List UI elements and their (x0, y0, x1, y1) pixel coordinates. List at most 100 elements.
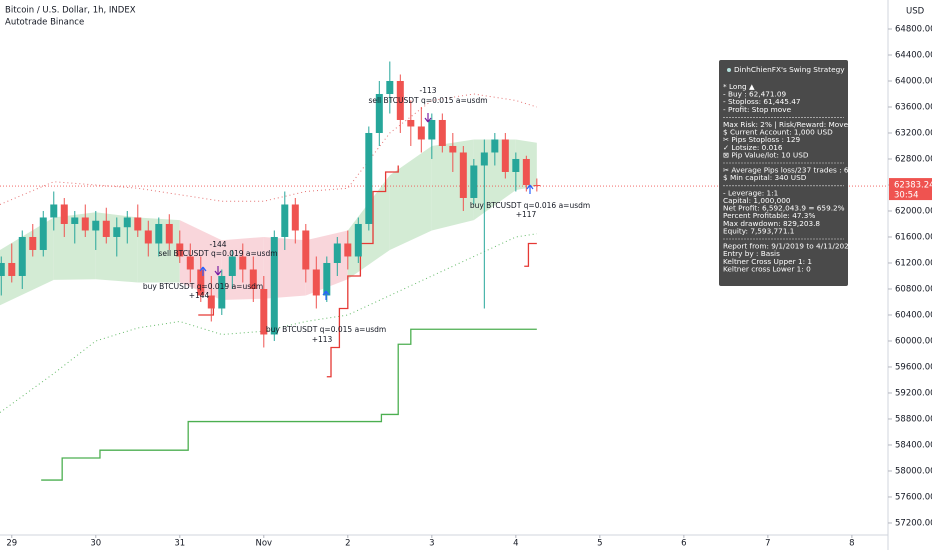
candle-body (134, 217, 142, 231)
candle-body (260, 288, 268, 335)
candle-body (176, 243, 184, 257)
candle-body (113, 227, 121, 237)
candle-body (29, 236, 37, 250)
candle-body (81, 217, 89, 231)
candle-body (165, 223, 173, 244)
info-box-bg (719, 60, 848, 286)
candle-body (60, 204, 68, 224)
y-tick-label: 64400.00 (895, 50, 932, 60)
candle-body (50, 204, 58, 218)
x-tick-label: 31 (174, 539, 185, 549)
info-line: - Stoploss: 61,445.47 (723, 97, 801, 106)
info-box: DinhChienFX's Swing Strategy * Long ▲ - … (719, 60, 867, 286)
candle-body (512, 158, 520, 172)
info-line: ⊠ Pip Value/lot: 10 USD (723, 150, 809, 159)
candle-body (39, 217, 47, 250)
candle-body (249, 269, 257, 289)
candle-body (491, 139, 499, 153)
candle-body (186, 256, 194, 270)
y-tick-label: 59600.00 (895, 362, 932, 372)
info-line: ✂ Pips Stoploss : 129 (723, 135, 801, 144)
price-badge-value: 62383.24 (894, 181, 932, 191)
y-tick-label: 63600.00 (895, 102, 932, 112)
trade-pnl: +117 (516, 210, 537, 219)
trade-arrow (199, 266, 207, 276)
x-tick-label: 4 (513, 539, 518, 549)
candle-body (459, 152, 467, 198)
y-tick-label: 64800.00 (895, 24, 932, 34)
price-badge-countdown: 30:54 (894, 191, 919, 201)
trade-pnl: -113 (419, 86, 436, 95)
candle-body (354, 223, 362, 257)
candle-body (438, 119, 446, 146)
candle-body (218, 275, 226, 309)
y-tick-label: 61200.00 (895, 258, 932, 268)
info-line: Report from: 9/1/2019 to 4/11/2021 (723, 242, 853, 251)
candle-body (18, 236, 26, 276)
candle-body (302, 230, 310, 270)
info-line: - Buy : 62,471.09 (723, 90, 786, 99)
candle-body (207, 295, 215, 309)
trade-arrow (214, 266, 222, 276)
y-tick-label: 64000.00 (895, 76, 932, 86)
candle-body (449, 145, 457, 153)
info-line: - Leverage: 1:1 (723, 188, 778, 197)
info-line: - Profit: Stop move (723, 105, 792, 114)
channel-fill (389, 145, 432, 250)
y-tick-label: 62000.00 (895, 206, 932, 216)
info-line: Net Profit: 6,592,043.9 = 659.2% (723, 204, 845, 213)
chart-title: Bitcoin / U.S. Dollar, 1h, INDEX (5, 6, 136, 16)
candle-body (71, 217, 79, 224)
trade-label: buy BTCUSDT q=0.016 a=usdm (470, 201, 590, 210)
candle-body (428, 119, 436, 140)
trade-arrow (526, 184, 534, 194)
trade-pnl: +113 (312, 335, 333, 344)
info-line: $ Min capital: 340 USD (723, 173, 807, 182)
candle-body (333, 243, 341, 263)
trade-arrow (424, 113, 432, 123)
y-tick-label: 57600.00 (895, 492, 932, 502)
candle-body (480, 152, 488, 166)
info-line: Equity: 7,593,771.1 (723, 226, 794, 235)
candle-body (102, 220, 110, 237)
trade-label: sell BTCUSDT q=0.015 a=usdm (368, 96, 487, 105)
candle-body (8, 262, 16, 276)
candle-body (0, 262, 5, 276)
y-tick-label: 61600.00 (895, 232, 932, 242)
candle-body (239, 256, 247, 270)
candle-body (123, 217, 131, 228)
info-line: Capital: 1,000,000 (723, 196, 791, 205)
plot (0, 61, 888, 481)
info-line: Keltner Cross Upper 1: 1 (723, 257, 812, 266)
x-tick-label: 8 (849, 539, 854, 549)
candle-body (291, 204, 299, 231)
candle-body (533, 184, 541, 187)
x-tick-label: 3 (429, 539, 434, 549)
candle-body (197, 269, 205, 296)
candle-body (375, 93, 383, 133)
candle-body (228, 256, 236, 276)
info-line: Max Risk: 2% | Risk/Reward: Move Stop (723, 120, 867, 129)
chart-subtitle: Autotrade Binance (5, 18, 84, 28)
candle-body (407, 119, 415, 127)
y-tick-label: 60000.00 (895, 336, 932, 346)
y-tick-label: 60800.00 (895, 284, 932, 294)
candle-body (501, 139, 509, 172)
x-tick-label: 2 (345, 539, 350, 549)
trade-label: sell BTCUSDT q=0.019 a=usdm (158, 249, 277, 258)
info-line: Percent Profitable: 47.3% (723, 211, 815, 220)
y-tick-label: 59200.00 (895, 388, 932, 398)
info-line: Keltner cross Lower 1: 0 (723, 264, 811, 273)
trade-arrow (322, 290, 330, 300)
candle-body (312, 269, 320, 296)
trade-pnl: +144 (189, 291, 210, 300)
trade-label: buy BTCUSDT q=0.019 a=usdm (143, 282, 263, 291)
candle-body (386, 80, 394, 94)
info-line: * Long ▲ (723, 82, 755, 91)
band-line (0, 93, 537, 205)
trade-pnl: -144 (209, 240, 226, 249)
y-tick-label: 62800.00 (895, 154, 932, 164)
x-tick-label: 6 (681, 539, 686, 549)
y-tick-label: 58400.00 (895, 440, 932, 450)
